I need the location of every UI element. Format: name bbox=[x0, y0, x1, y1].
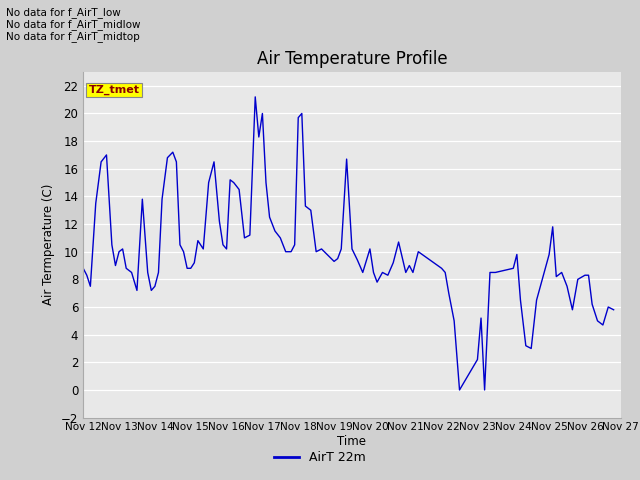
Text: No data for f_AirT_midtop: No data for f_AirT_midtop bbox=[6, 31, 140, 42]
X-axis label: Time: Time bbox=[337, 435, 367, 448]
Title: Air Temperature Profile: Air Temperature Profile bbox=[257, 49, 447, 68]
Text: No data for f_AirT_low: No data for f_AirT_low bbox=[6, 7, 121, 18]
Text: TZ_tmet: TZ_tmet bbox=[88, 85, 140, 95]
Text: No data for f_AirT_midlow: No data for f_AirT_midlow bbox=[6, 19, 141, 30]
Y-axis label: Air Termperature (C): Air Termperature (C) bbox=[42, 184, 56, 305]
Legend: AirT 22m: AirT 22m bbox=[269, 446, 371, 469]
